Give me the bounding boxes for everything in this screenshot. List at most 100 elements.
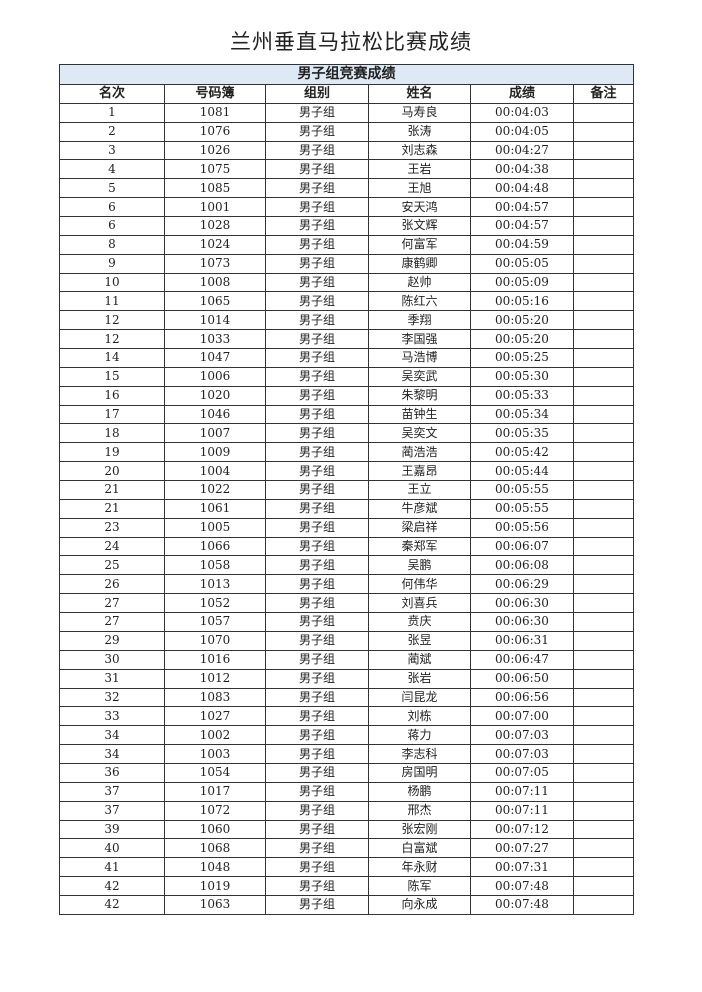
cell-bib: 1024 xyxy=(164,234,266,255)
cell-group: 男子组 xyxy=(265,234,369,255)
table-row: 31 1012 男子组 张岩 00:06:50 xyxy=(59,668,634,689)
cell-rank: 11 xyxy=(59,291,165,312)
cell-name: 吴鹏 xyxy=(368,555,471,576)
table-row: 9 1073 男子组 康鹤卿 00:05:05 xyxy=(59,253,634,274)
cell-rank: 41 xyxy=(59,857,165,878)
cell-time: 00:05:20 xyxy=(470,329,574,350)
table-row: 29 1070 男子组 张昱 00:06:31 xyxy=(59,630,634,651)
cell-rank: 34 xyxy=(59,744,165,764)
table-row: 40 1068 男子组 白富斌 00:07:27 xyxy=(59,838,634,859)
cell-rank: 6 xyxy=(59,197,165,218)
section-title: 男子组竞赛成绩 xyxy=(59,64,634,85)
cell-rank: 2 xyxy=(59,121,165,142)
table-row: 25 1058 男子组 吴鹏 00:06:08 xyxy=(59,555,634,576)
cell-rank: 6 xyxy=(59,216,165,236)
cell-remark xyxy=(573,612,634,632)
cell-remark xyxy=(573,234,634,255)
cell-bib: 1009 xyxy=(164,442,266,463)
cell-remark xyxy=(573,574,634,595)
cell-group: 男子组 xyxy=(265,329,369,350)
cell-name: 王嘉昂 xyxy=(368,461,471,482)
header-time: 成绩 xyxy=(470,84,574,104)
cell-time: 00:07:00 xyxy=(470,706,574,727)
table-row: 17 1046 男子组 苗钟生 00:05:34 xyxy=(59,404,634,425)
cell-time: 00:04:27 xyxy=(470,140,574,161)
cell-time: 00:05:09 xyxy=(470,272,574,293)
cell-name: 赵帅 xyxy=(368,272,471,293)
cell-remark xyxy=(573,348,634,368)
cell-time: 00:06:30 xyxy=(470,593,574,614)
table-row: 23 1005 男子组 梁启祥 00:05:56 xyxy=(59,517,634,538)
cell-time: 00:05:16 xyxy=(470,291,574,312)
table-row: 1 1081 男子组 马寿良 00:04:03 xyxy=(59,102,634,123)
cell-bib: 1068 xyxy=(164,838,266,859)
cell-rank: 14 xyxy=(59,348,165,368)
cell-group: 男子组 xyxy=(265,857,369,878)
cell-bib: 1027 xyxy=(164,706,266,727)
table-row: 19 1009 男子组 蔺浩浩 00:05:42 xyxy=(59,442,634,463)
cell-rank: 16 xyxy=(59,385,165,406)
cell-rank: 23 xyxy=(59,517,165,538)
cell-rank: 19 xyxy=(59,442,165,463)
table-row: 27 1052 男子组 刘喜兵 00:06:30 xyxy=(59,593,634,614)
cell-remark xyxy=(573,668,634,689)
table-row: 2 1076 男子组 张涛 00:04:05 xyxy=(59,121,634,142)
cell-name: 杨鹏 xyxy=(368,781,471,802)
cell-remark xyxy=(573,649,634,670)
cell-group: 男子组 xyxy=(265,593,369,614)
cell-rank: 17 xyxy=(59,404,165,425)
cell-rank: 42 xyxy=(59,876,165,896)
cell-time: 00:06:29 xyxy=(470,574,574,595)
cell-rank: 40 xyxy=(59,838,165,859)
table-row: 3 1026 男子组 刘志森 00:04:27 xyxy=(59,140,634,161)
cell-remark xyxy=(573,725,634,746)
cell-time: 00:05:20 xyxy=(470,310,574,331)
cell-rank: 12 xyxy=(59,329,165,350)
cell-rank: 34 xyxy=(59,725,165,746)
cell-time: 00:05:34 xyxy=(470,404,574,425)
cell-name: 陈红六 xyxy=(368,291,471,312)
cell-bib: 1075 xyxy=(164,159,266,180)
cell-bib: 1001 xyxy=(164,197,266,218)
cell-time: 00:05:25 xyxy=(470,348,574,368)
cell-bib: 1072 xyxy=(164,800,266,821)
cell-group: 男子组 xyxy=(265,612,369,632)
cell-remark xyxy=(573,140,634,161)
cell-bib: 1066 xyxy=(164,536,266,557)
cell-group: 男子组 xyxy=(265,894,369,915)
cell-group: 男子组 xyxy=(265,706,369,727)
cell-bib: 1017 xyxy=(164,781,266,802)
table-row: 39 1060 男子组 张宏刚 00:07:12 xyxy=(59,819,634,840)
cell-name: 吴奕武 xyxy=(368,366,471,387)
cell-group: 男子组 xyxy=(265,517,369,538)
cell-time: 00:05:42 xyxy=(470,442,574,463)
cell-name: 安天鸿 xyxy=(368,197,471,218)
cell-group: 男子组 xyxy=(265,480,369,500)
cell-remark xyxy=(573,706,634,727)
cell-bib: 1007 xyxy=(164,423,266,444)
table-row: 34 1002 男子组 蒋力 00:07:03 xyxy=(59,725,634,746)
cell-time: 00:06:31 xyxy=(470,630,574,651)
cell-bib: 1063 xyxy=(164,894,266,915)
cell-bib: 1052 xyxy=(164,593,266,614)
cell-bib: 1003 xyxy=(164,744,266,764)
cell-time: 00:04:38 xyxy=(470,159,574,180)
cell-name: 刘志森 xyxy=(368,140,471,161)
cell-group: 男子组 xyxy=(265,197,369,218)
cell-remark xyxy=(573,876,634,896)
cell-time: 00:04:03 xyxy=(470,102,574,123)
header-rank: 名次 xyxy=(59,84,165,104)
table-row: 34 1003 男子组 李志科 00:07:03 xyxy=(59,744,634,764)
cell-bib: 1012 xyxy=(164,668,266,689)
cell-group: 男子组 xyxy=(265,725,369,746)
cell-rank: 39 xyxy=(59,819,165,840)
cell-time: 00:07:03 xyxy=(470,744,574,764)
table-row: 36 1054 男子组 房国明 00:07:05 xyxy=(59,762,634,783)
cell-group: 男子组 xyxy=(265,630,369,651)
cell-time: 00:07:11 xyxy=(470,781,574,802)
cell-bib: 1028 xyxy=(164,216,266,236)
table-row: 37 1017 男子组 杨鹏 00:07:11 xyxy=(59,781,634,802)
cell-group: 男子组 xyxy=(265,291,369,312)
cell-bib: 1014 xyxy=(164,310,266,331)
cell-remark xyxy=(573,762,634,783)
